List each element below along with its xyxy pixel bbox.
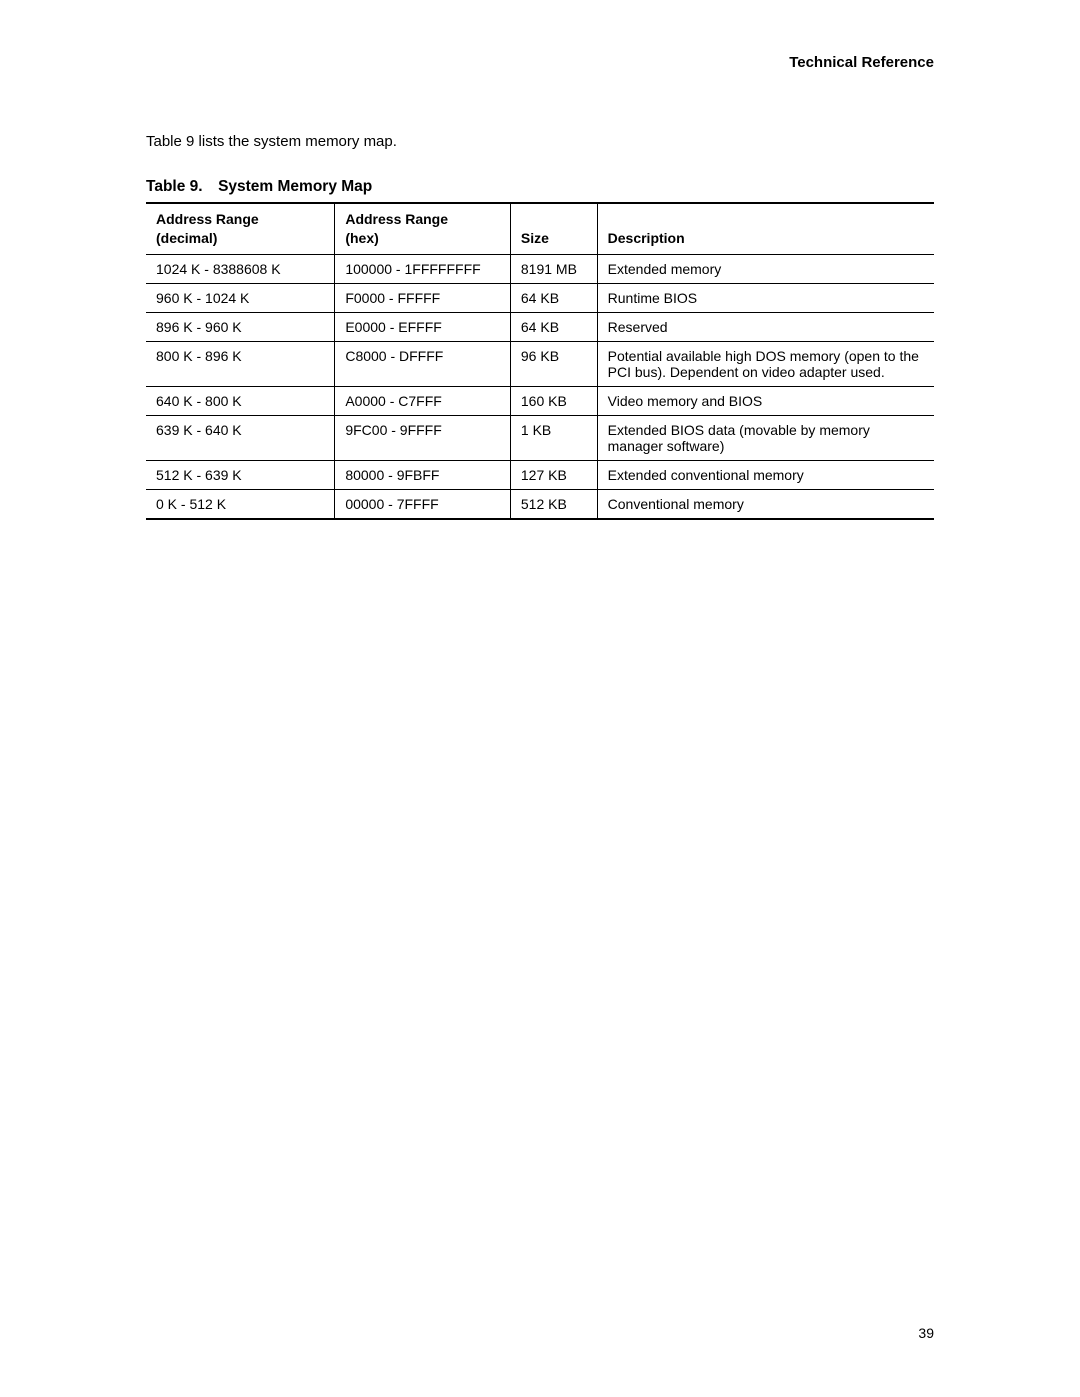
cell-hex: 100000 - 1FFFFFFFF (335, 254, 511, 283)
col-header-hex-line1: Address Range (345, 211, 448, 227)
cell-size: 1 KB (510, 415, 597, 460)
cell-dec: 800 K - 896 K (146, 341, 335, 386)
cell-hex: 9FC00 - 9FFFF (335, 415, 511, 460)
cell-hex: 80000 - 9FBFF (335, 460, 511, 489)
col-header-description: Description (597, 203, 934, 254)
col-header-decimal: Address Range (decimal) (146, 203, 335, 254)
cell-desc: Extended memory (597, 254, 934, 283)
cell-size: 64 KB (510, 283, 597, 312)
table-row: 512 K - 639 K80000 - 9FBFF127 KBExtended… (146, 460, 934, 489)
cell-hex: A0000 - C7FFF (335, 386, 511, 415)
table-body: 1024 K - 8388608 K100000 - 1FFFFFFFF8191… (146, 254, 934, 519)
col-header-hex-line2: (hex) (345, 230, 378, 246)
cell-size: 160 KB (510, 386, 597, 415)
cell-desc: Potential available high DOS memory (ope… (597, 341, 934, 386)
running-header: Technical Reference (146, 54, 934, 71)
col-header-decimal-line2: (decimal) (156, 230, 217, 246)
cell-desc: Video memory and BIOS (597, 386, 934, 415)
cell-desc: Runtime BIOS (597, 283, 934, 312)
table-caption: Table 9. System Memory Map (146, 178, 934, 196)
cell-dec: 1024 K - 8388608 K (146, 254, 335, 283)
cell-size: 127 KB (510, 460, 597, 489)
cell-desc: Conventional memory (597, 489, 934, 519)
cell-hex: 00000 - 7FFFF (335, 489, 511, 519)
cell-dec: 640 K - 800 K (146, 386, 335, 415)
cell-hex: E0000 - EFFFF (335, 312, 511, 341)
cell-desc: Extended conventional memory (597, 460, 934, 489)
table-row: 800 K - 896 KC8000 - DFFFF96 KBPotential… (146, 341, 934, 386)
page: Technical Reference Table 9 lists the sy… (0, 0, 1080, 1397)
cell-hex: C8000 - DFFFF (335, 341, 511, 386)
memory-map-table: Address Range (decimal) Address Range (h… (146, 202, 934, 520)
cell-dec: 512 K - 639 K (146, 460, 335, 489)
cell-size: 8191 MB (510, 254, 597, 283)
col-header-desc-line2: Description (608, 230, 685, 246)
col-header-size: Size (510, 203, 597, 254)
page-number: 39 (918, 1325, 934, 1341)
cell-dec: 896 K - 960 K (146, 312, 335, 341)
table-row: 0 K - 512 K00000 - 7FFFF512 KBConvention… (146, 489, 934, 519)
intro-paragraph: Table 9 lists the system memory map. (146, 133, 934, 150)
table-row: 896 K - 960 KE0000 - EFFFF64 KBReserved (146, 312, 934, 341)
cell-size: 64 KB (510, 312, 597, 341)
col-header-size-line2: Size (521, 230, 549, 246)
col-header-hex: Address Range (hex) (335, 203, 511, 254)
cell-dec: 639 K - 640 K (146, 415, 335, 460)
table-row: 960 K - 1024 KF0000 - FFFFF64 KBRuntime … (146, 283, 934, 312)
cell-desc: Extended BIOS data (movable by memory ma… (597, 415, 934, 460)
col-header-decimal-line1: Address Range (156, 211, 259, 227)
cell-hex: F0000 - FFFFF (335, 283, 511, 312)
cell-size: 96 KB (510, 341, 597, 386)
cell-dec: 960 K - 1024 K (146, 283, 335, 312)
cell-desc: Reserved (597, 312, 934, 341)
table-header-row: Address Range (decimal) Address Range (h… (146, 203, 934, 254)
table-row: 640 K - 800 KA0000 - C7FFF160 KBVideo me… (146, 386, 934, 415)
table-row: 639 K - 640 K9FC00 - 9FFFF1 KBExtended B… (146, 415, 934, 460)
table-row: 1024 K - 8388608 K100000 - 1FFFFFFFF8191… (146, 254, 934, 283)
cell-size: 512 KB (510, 489, 597, 519)
cell-dec: 0 K - 512 K (146, 489, 335, 519)
